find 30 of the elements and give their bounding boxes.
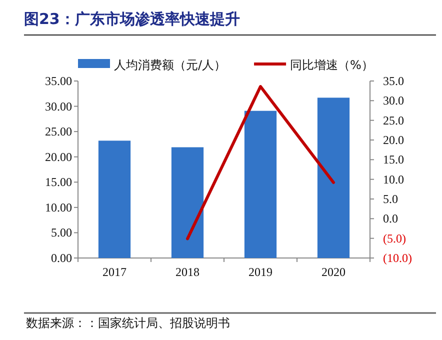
y2-tick-label: (10.0) <box>383 251 412 265</box>
bar <box>98 140 131 258</box>
x-tick-label: 2019 <box>248 265 272 279</box>
y2-tick-label: 20.0 <box>383 133 404 147</box>
y-tick-label: 15.00 <box>45 175 72 190</box>
chart-title: 图23：广东市场渗透率快速提升 <box>24 10 240 28</box>
y2-tick-label: 30.0 <box>383 94 404 108</box>
y-tick-label: 20.00 <box>45 150 72 164</box>
y-tick-label: 30.00 <box>45 99 72 114</box>
x-tick-label: 2018 <box>176 265 200 279</box>
y2-tick-label: 25.0 <box>383 113 404 128</box>
y2-tick-label: 10.0 <box>383 172 404 186</box>
legend-label: 人均消费额（元/人） <box>114 58 226 72</box>
source-note: 数据来源：：国家统计局、招股说明书 <box>26 316 230 330</box>
y2-tick-label: 35.0 <box>383 74 404 88</box>
y2-tick-label: 15.0 <box>383 152 404 167</box>
y-tick-label: 10.00 <box>45 200 72 214</box>
x-tick-label: 2020 <box>322 265 346 279</box>
y2-tick-label: 0.0 <box>383 212 398 226</box>
bar <box>244 110 277 258</box>
y2-tick-label: 5.0 <box>383 192 398 206</box>
y-tick-label: 0.00 <box>51 251 72 265</box>
bar <box>171 147 204 258</box>
bar <box>317 98 350 258</box>
y-tick-label: 25.00 <box>45 124 72 139</box>
legend-label: 同比增速（%） <box>290 58 374 72</box>
y-tick-label: 35.00 <box>45 74 72 88</box>
x-tick-label: 2017 <box>102 265 126 279</box>
y-tick-label: 5.00 <box>51 226 72 240</box>
y2-tick-label: (5.0) <box>383 231 406 246</box>
